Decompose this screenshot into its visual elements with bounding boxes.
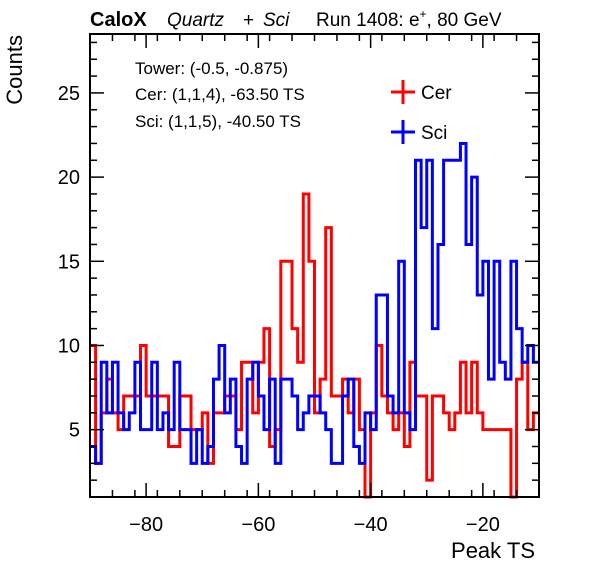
x-axis-title: Peak TS [451,538,535,563]
legend-cer-label: Cer [421,83,452,104]
series-sci-line [90,141,539,465]
header-run-suffix: , 80 GeV [427,10,502,31]
header-material-b: Sci [263,10,290,31]
series-cer-line [90,192,539,499]
y-tick-label: 10 [58,335,80,357]
y-tick-label: 20 [58,167,80,189]
series-layer [90,141,539,499]
y-tick-label: 5 [69,420,80,442]
header-material-a: Quartz [167,10,225,31]
y-axis-title: Counts [2,35,27,105]
x-tick-label: −20 [466,514,500,536]
header-plus: + [243,10,254,31]
header-brand: CaloX [90,9,147,31]
x-tick-label: −80 [129,514,163,536]
info-cer: Cer: (1,1,4), -63.50 TS [135,85,305,104]
info-tower: Tower: (-0.5, -0.875) [135,59,288,78]
x-tick-label: −60 [241,514,275,536]
x-tick-label: −40 [354,514,388,536]
axis-layer: −80 −60 −40 −20 5 10 15 20 25 [58,34,540,536]
legend: Cer Sci [391,80,452,144]
legend-sci-label: Sci [421,123,447,144]
y-tick-label: 15 [58,251,80,273]
header-run: Run 1408: e+, 80 GeV [316,7,502,31]
header-run-superscript: + [420,7,427,21]
header-run-prefix: Run 1408: e [316,10,420,31]
y-tick-label: 25 [58,83,80,105]
info-sci: Sci: (1,1,5), -40.50 TS [135,112,301,131]
